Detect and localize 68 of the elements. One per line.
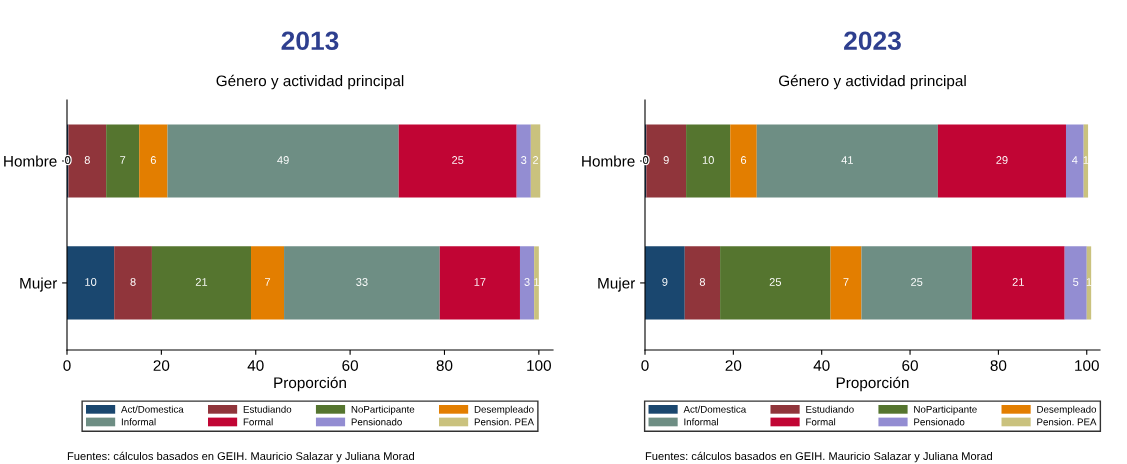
data-label: 9 <box>662 278 668 286</box>
data-label: 41 <box>841 156 853 164</box>
x-tick-label: 80 <box>436 360 453 371</box>
data-label: 7 <box>265 278 271 286</box>
y-tick-label: Mujer <box>598 277 636 292</box>
chart-title: 2013 <box>281 31 339 51</box>
data-label: 21 <box>195 278 208 286</box>
legend-label: Estudiando <box>243 405 292 413</box>
data-label: 8 <box>84 156 90 164</box>
data-label: 17 <box>474 278 486 286</box>
legend-label: Estudiando <box>806 405 854 413</box>
x-tick-label: 0 <box>63 360 71 371</box>
chart-subtitle: Género y actividad principal <box>779 74 966 90</box>
data-label: 7 <box>120 156 126 164</box>
chart-title: 2023 <box>844 31 901 51</box>
x-axis-title: Proporción <box>274 376 346 392</box>
legend-label: Pension. PEA <box>474 418 534 426</box>
legend-label: Pensionado <box>914 418 965 426</box>
data-label: 6 <box>150 156 156 164</box>
x-tick-label: 20 <box>725 360 742 371</box>
legend-label: Formal <box>243 418 273 426</box>
data-label: 3 <box>521 156 527 164</box>
data-label: 1 <box>534 278 540 286</box>
legend-label: NoParticipante <box>914 405 977 415</box>
legend-label: Act/Domestica <box>121 405 184 413</box>
data-label: 21 <box>1012 278 1024 286</box>
legend-label: Formal <box>806 418 836 426</box>
y-tick-label: Mujer <box>20 277 58 292</box>
data-label: 4 <box>1071 156 1078 164</box>
data-label: 10 <box>702 156 714 164</box>
legend-label: Pensionado <box>351 418 402 426</box>
data-label: 10 <box>85 278 97 286</box>
data-label: 3 <box>524 278 530 286</box>
legend-label: Pension. PEA <box>1037 418 1097 426</box>
source-note: Fuentes: cálculos basados en GEIH. Mauricio Salazar y Juliana Morad <box>67 451 414 463</box>
y-tick-label: Hombre <box>4 155 57 167</box>
x-axis-title: Proporción <box>836 376 909 392</box>
data-label: 33 <box>356 278 368 286</box>
x-tick-label: 40 <box>247 360 264 371</box>
data-label: 25 <box>911 278 923 286</box>
source-note: Fuentes: cálculos basados en GEIH. Mauricio Salazar y Juliana Morad <box>645 451 992 463</box>
data-label: 9 <box>663 156 669 164</box>
data-label: 29 <box>996 156 1008 164</box>
x-tick-label: 0 <box>641 360 649 371</box>
x-tick-label: 80 <box>990 360 1007 371</box>
data-label: 6 <box>740 156 747 164</box>
chart-subtitle: Género y actividad principal <box>216 74 404 90</box>
data-label: 7 <box>843 278 849 286</box>
data-label: 5 <box>1073 278 1079 286</box>
data-label: 25 <box>769 278 782 286</box>
data-label: 25 <box>452 156 464 164</box>
x-tick-label: 100 <box>527 360 551 371</box>
x-tick-label: 40 <box>813 360 830 371</box>
legend-label: Desempleado <box>474 405 534 415</box>
x-tick-label: 20 <box>153 360 170 371</box>
x-tick-label: 100 <box>1075 360 1099 371</box>
x-tick-label: 60 <box>902 360 918 371</box>
y-tick-label: Hombre <box>582 155 635 167</box>
legend-label: Informal <box>121 418 156 426</box>
legend-label: Desempleado <box>1037 405 1097 415</box>
legend-label: NoParticipante <box>351 405 415 415</box>
data-label: 8 <box>699 278 706 286</box>
legend-label: Informal <box>684 418 718 426</box>
data-label: 8 <box>130 278 136 286</box>
legend-label: Act/Domestica <box>683 405 747 413</box>
data-label: 49 <box>277 156 289 164</box>
x-tick-label: 60 <box>342 360 359 371</box>
data-label: 2 <box>533 156 539 164</box>
